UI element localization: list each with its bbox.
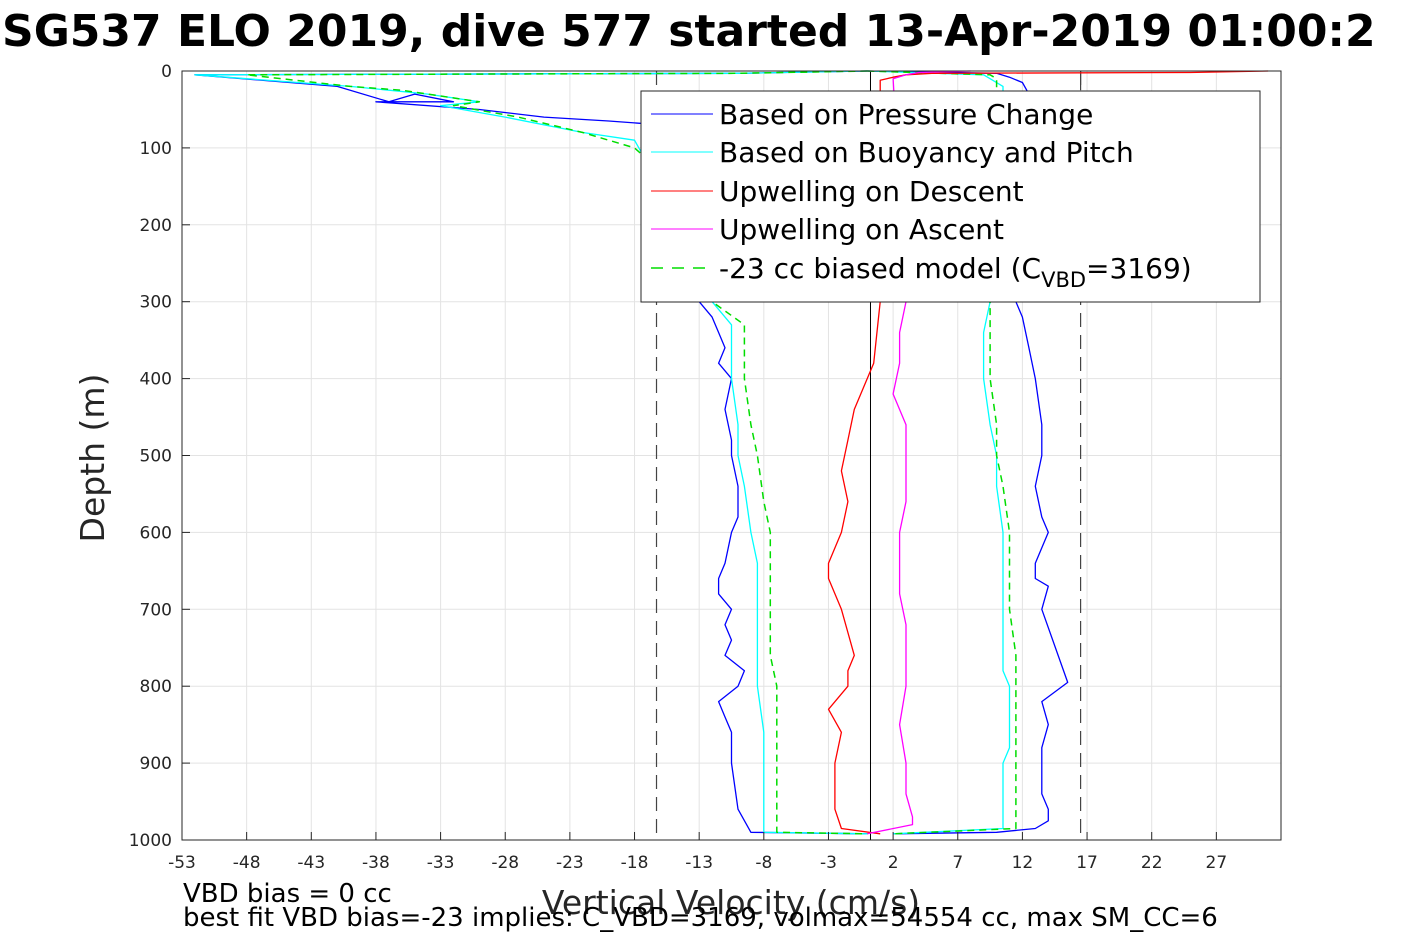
note-vbd-bias: VBD bias = 0 cc xyxy=(183,879,392,909)
x-tick-label: 17 xyxy=(1076,853,1098,873)
legend-biased-pre: -23 cc biased model (C xyxy=(719,252,1041,285)
x-tick-label: -43 xyxy=(297,853,325,873)
y-axis-ticks: 0 100 200 300 400 500 600 700 800 900 1000 xyxy=(129,62,190,851)
legend-entry-pressure: Based on Pressure Change xyxy=(719,98,1093,131)
y-tick-label: 400 xyxy=(140,370,172,390)
x-axis-label: Vertical Velocity (cm/s) xyxy=(542,883,920,922)
series-line-upwelling-on-descent xyxy=(827,70,1269,835)
x-tick-label: 22 xyxy=(1141,853,1163,873)
x-axis-ticks: -53 -48 -43 -38 -33 -28 -23 -18 -13 -8 -3 2 7 12 17 22 2… xyxy=(168,832,1227,873)
legend-entry-buoyancy: Based on Buoyancy and Pitch xyxy=(719,136,1134,169)
x-tick-label: -18 xyxy=(621,853,649,873)
series-line-23-cc-biased-model-c-vbd-3169 xyxy=(245,70,868,835)
legend-box xyxy=(640,90,1261,303)
legend-biased-sub: VBD xyxy=(1041,268,1086,292)
legend-entry-ascent: Upwelling on Ascent xyxy=(719,213,1004,246)
legend: Based on Pressure Change Based on Buoyan… xyxy=(640,90,1261,303)
y-tick-label: 900 xyxy=(140,754,172,774)
x-tick-label: 7 xyxy=(952,853,963,873)
x-tick-label: 27 xyxy=(1206,853,1228,873)
y-tick-label: 300 xyxy=(140,293,172,313)
chart-title: SG537 ELO 2019, dive 577 started 13-Apr-… xyxy=(2,6,1376,57)
x-tick-label: -8 xyxy=(755,853,772,873)
y-tick-label: 500 xyxy=(140,447,172,467)
x-tick-label: -23 xyxy=(556,853,584,873)
x-tick-label: -38 xyxy=(362,853,390,873)
y-tick-label: 800 xyxy=(140,677,172,697)
x-tick-label: -13 xyxy=(685,853,713,873)
legend-biased-post: =3169) xyxy=(1086,252,1192,285)
x-tick-label: -33 xyxy=(427,853,455,873)
series-layer xyxy=(194,70,1269,835)
y-tick-label: 600 xyxy=(140,523,172,543)
y-tick-label: 200 xyxy=(140,216,172,236)
y-axis-label: Depth (m) xyxy=(73,374,112,543)
y-tick-label: 0 xyxy=(161,62,172,82)
note-best-fit: best fit VBD bias=-23 implies: C_VBD=316… xyxy=(183,903,1218,933)
y-tick-label: 1000 xyxy=(129,831,172,851)
x-tick-label: 12 xyxy=(1012,853,1034,873)
x-tick-label: -3 xyxy=(820,853,837,873)
y-tick-label: 100 xyxy=(140,139,172,159)
legend-entry-biased-model: -23 cc biased model (CVBD=3169) xyxy=(719,252,1192,292)
y-tick-label: 700 xyxy=(140,600,172,620)
x-tick-label: 2 xyxy=(888,853,899,873)
x-tick-label: -48 xyxy=(233,853,261,873)
series-line-based-on-pressure-change xyxy=(194,70,868,835)
legend-entry-descent: Upwelling on Descent xyxy=(719,175,1024,208)
x-tick-label: -28 xyxy=(491,853,519,873)
x-tick-label: -53 xyxy=(168,853,196,873)
